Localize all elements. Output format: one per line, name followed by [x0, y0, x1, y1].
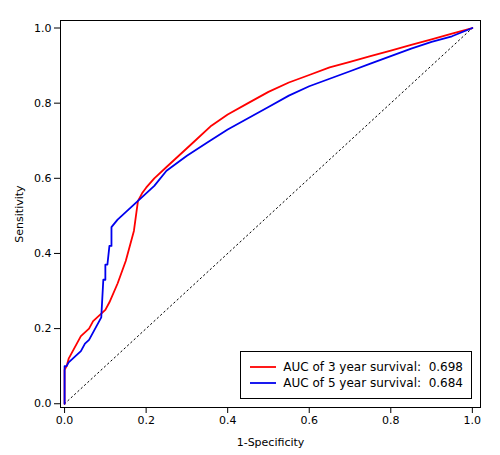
svg-text:0.4: 0.4 [219, 414, 237, 427]
svg-text:0.6: 0.6 [300, 414, 318, 427]
svg-text:0.2: 0.2 [137, 414, 155, 427]
svg-text:1.0: 1.0 [34, 22, 52, 35]
svg-text:1.0: 1.0 [464, 414, 482, 427]
svg-text:0.8: 0.8 [382, 414, 400, 427]
svg-text:Sensitivity: Sensitivity [13, 185, 26, 243]
svg-text:0.0: 0.0 [56, 414, 74, 427]
svg-text:0.8: 0.8 [34, 97, 52, 110]
svg-text:1-Specificity: 1-Specificity [237, 436, 305, 449]
html-text:AUC of 5 year survival: 0.684: AUC of 5 year survival: 0.684 [283, 376, 463, 390]
html-text:AUC of 3 year survival: 0.698: AUC of 3 year survival: 0.698 [283, 360, 463, 374]
svg-text:0.0: 0.0 [34, 397, 52, 410]
svg-text:0.2: 0.2 [34, 322, 52, 335]
svg-text:0.4: 0.4 [34, 247, 52, 260]
svg-text:0.6: 0.6 [34, 172, 52, 185]
